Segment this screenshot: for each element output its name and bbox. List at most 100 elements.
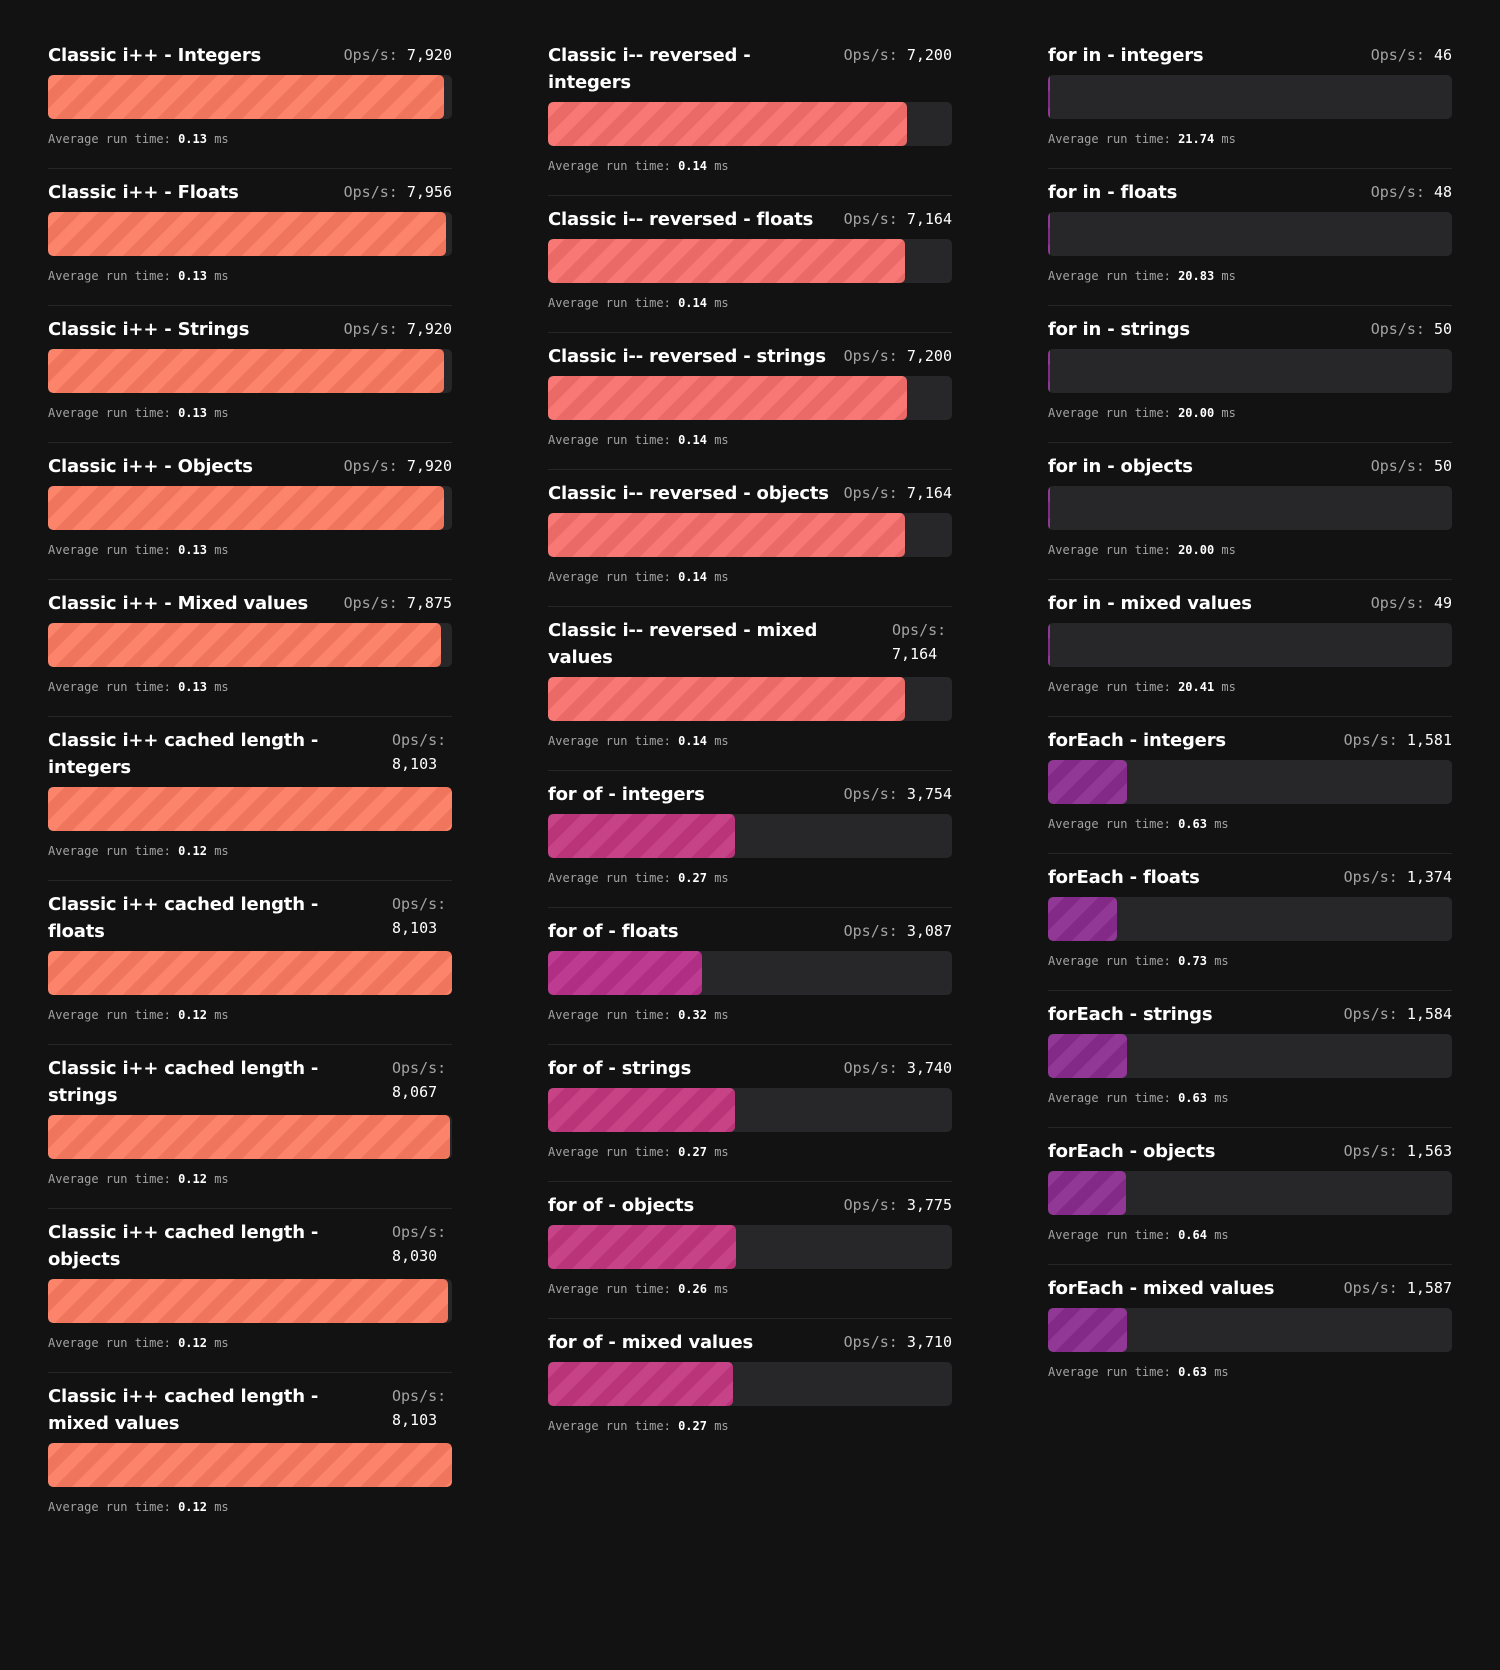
avg-unit: ms <box>1221 543 1236 557</box>
ops-value: 1,587 <box>1406 1279 1452 1297</box>
progress-track <box>548 951 952 995</box>
avg-unit: ms <box>214 1172 229 1186</box>
benchmark-title: Classic i-- reversed - strings <box>548 346 826 367</box>
progress-fill <box>548 239 906 283</box>
avg-value: 0.64 <box>1178 1228 1207 1242</box>
avg-value: 0.12 <box>178 1500 207 1514</box>
progress-track <box>1048 1034 1452 1078</box>
ops-per-second: Ops/s: 8,103 <box>392 727 452 776</box>
card-header: for of - floats Ops/s: 3,087 <box>548 918 952 945</box>
benchmark-card: Classic i-- reversed - mixed values Ops/… <box>548 607 952 771</box>
avg-label: Average run time: <box>1048 543 1171 557</box>
benchmark-title: Classic i++ cached length - floats <box>48 894 319 942</box>
column-for-in-and-foreach: for in - integers Ops/s: 46 Average run … <box>1048 32 1452 1401</box>
average-run-time: Average run time: 20.00 ms <box>1048 404 1452 422</box>
ops-label: Ops/s: <box>392 1223 447 1241</box>
ops-label: Ops/s: <box>343 183 398 201</box>
progress-track <box>1048 349 1452 393</box>
ops-label: Ops/s: <box>1370 183 1425 201</box>
progress-track <box>48 212 452 256</box>
avg-value: 0.32 <box>678 1008 707 1022</box>
avg-unit: ms <box>714 159 729 173</box>
card-header: for of - mixed values Ops/s: 3,710 <box>548 1329 952 1356</box>
benchmark-card: for in - objects Ops/s: 50 Average run t… <box>1048 443 1452 580</box>
ops-label: Ops/s: <box>392 731 447 749</box>
avg-value: 0.13 <box>178 680 207 694</box>
benchmark-title: Classic i-- reversed - floats <box>548 209 814 230</box>
benchmark-title: Classic i-- reversed - integers <box>548 45 751 93</box>
benchmark-card: forEach - strings Ops/s: 1,584 Average r… <box>1048 991 1452 1128</box>
progress-fill <box>1048 1171 1126 1215</box>
ops-value: 1,563 <box>1406 1142 1452 1160</box>
progress-track <box>1048 897 1452 941</box>
avg-value: 0.63 <box>1178 817 1207 831</box>
card-header: for in - strings Ops/s: 50 <box>1048 316 1452 343</box>
progress-fill <box>48 75 444 119</box>
progress-fill <box>48 486 444 530</box>
benchmark-title: Classic i++ - Integers <box>48 45 262 66</box>
progress-track <box>548 1225 952 1269</box>
avg-unit: ms <box>214 1336 229 1350</box>
avg-unit: ms <box>714 433 729 447</box>
average-run-time: Average run time: 0.13 ms <box>48 130 452 148</box>
ops-label: Ops/s: <box>392 1387 447 1405</box>
benchmark-card: for in - floats Ops/s: 48 Average run ti… <box>1048 169 1452 306</box>
avg-unit: ms <box>714 1419 729 1433</box>
benchmark-card: for of - mixed values Ops/s: 3,710 Avera… <box>548 1319 952 1455</box>
benchmark-card: Classic i++ - Integers Ops/s: 7,920 Aver… <box>48 32 452 169</box>
ops-label: Ops/s: <box>843 484 898 502</box>
card-header: Classic i-- reversed - objects Ops/s: 7,… <box>548 480 952 507</box>
benchmark-title: for of - strings <box>548 1058 692 1079</box>
benchmark-card: Classic i++ cached length - mixed values… <box>48 1373 452 1536</box>
ops-value: 7,200 <box>906 347 952 365</box>
ops-per-second: Ops/s: 3,740 <box>844 1055 952 1080</box>
progress-track <box>48 349 452 393</box>
avg-unit: ms <box>1214 1228 1229 1242</box>
average-run-time: Average run time: 0.32 ms <box>548 1006 952 1024</box>
ops-per-second: Ops/s: 50 <box>1371 453 1452 478</box>
benchmark-title: forEach - integers <box>1048 730 1226 751</box>
avg-label: Average run time: <box>48 406 171 420</box>
benchmark-title: for in - floats <box>1048 182 1178 203</box>
benchmark-card: Classic i++ cached length - objects Ops/… <box>48 1209 452 1373</box>
card-header: forEach - mixed values Ops/s: 1,587 <box>1048 1275 1452 1302</box>
ops-label: Ops/s: <box>1343 1279 1398 1297</box>
avg-label: Average run time: <box>48 680 171 694</box>
ops-per-second: Ops/s: 46 <box>1371 42 1452 67</box>
avg-value: 0.12 <box>178 1008 207 1022</box>
ops-value: 3,775 <box>906 1196 952 1214</box>
avg-label: Average run time: <box>548 1008 671 1022</box>
card-header: Classic i++ cached length - objects Ops/… <box>48 1219 452 1273</box>
benchmark-card: Classic i-- reversed - objects Ops/s: 7,… <box>548 470 952 607</box>
ops-value: 7,920 <box>406 457 452 475</box>
avg-value: 0.13 <box>178 406 207 420</box>
benchmark-card: for of - integers Ops/s: 3,754 Average r… <box>548 771 952 908</box>
avg-value: 21.74 <box>1178 132 1215 146</box>
ops-value: 48 <box>1433 183 1452 201</box>
ops-value: 50 <box>1433 320 1452 338</box>
progress-track <box>48 75 452 119</box>
avg-unit: ms <box>714 734 729 748</box>
ops-label: Ops/s: <box>1370 457 1425 475</box>
ops-value: 3,087 <box>906 922 952 940</box>
card-header: Classic i-- reversed - floats Ops/s: 7,1… <box>548 206 952 233</box>
avg-value: 0.14 <box>678 734 707 748</box>
ops-value: 8,103 <box>392 1411 438 1429</box>
ops-value: 3,710 <box>906 1333 952 1351</box>
progress-fill <box>548 1088 735 1132</box>
card-header: Classic i++ cached length - floats Ops/s… <box>48 891 452 945</box>
progress-fill <box>48 1443 452 1487</box>
card-header: Classic i++ - Floats Ops/s: 7,956 <box>48 179 452 206</box>
ops-label: Ops/s: <box>892 621 947 639</box>
average-run-time: Average run time: 20.41 ms <box>1048 678 1452 696</box>
avg-label: Average run time: <box>548 296 671 310</box>
benchmark-title: Classic i++ cached length - mixed values <box>48 1386 319 1434</box>
average-run-time: Average run time: 0.63 ms <box>1048 1089 1452 1107</box>
average-run-time: Average run time: 0.27 ms <box>548 1143 952 1161</box>
progress-fill <box>548 376 908 420</box>
average-run-time: Average run time: 0.14 ms <box>548 431 952 449</box>
card-header: Classic i++ - Integers Ops/s: 7,920 <box>48 42 452 69</box>
benchmark-title: Classic i++ - Floats <box>48 182 239 203</box>
benchmark-card: for in - integers Ops/s: 46 Average run … <box>1048 32 1452 169</box>
